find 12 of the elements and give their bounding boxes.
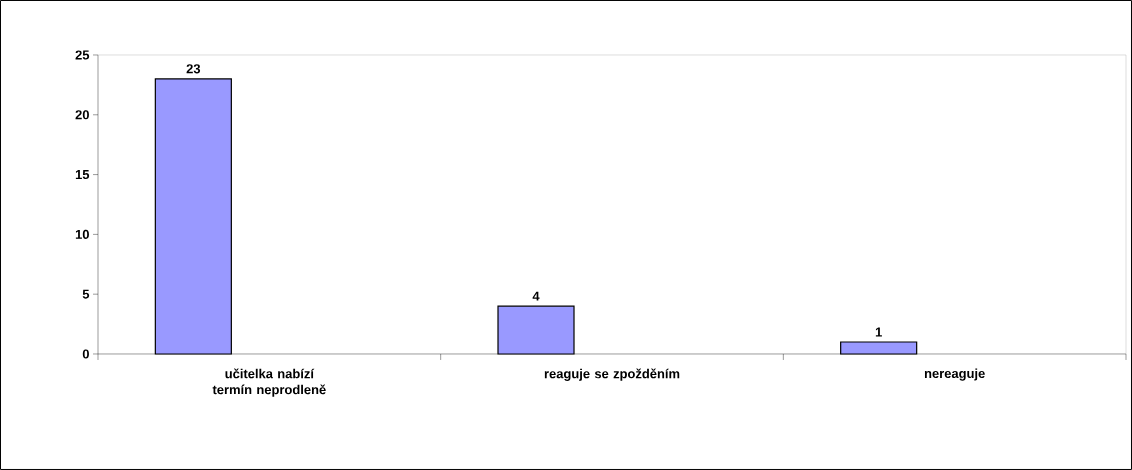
y-tick-label: 5 — [82, 289, 90, 299]
x-tick-label: učitelka nabízí termín neprodleně — [212, 368, 326, 397]
data-label: 4 — [532, 291, 540, 301]
y-tick-label: 20 — [75, 110, 89, 120]
data-label: 1 — [875, 327, 882, 337]
x-tick-label: nereaguje — [924, 368, 985, 381]
y-tick-label: 0 — [82, 349, 89, 359]
y-tick-label: 10 — [75, 229, 89, 239]
y-tick-label: 25 — [75, 50, 90, 60]
y-tick-label: 15 — [75, 170, 90, 180]
x-tick-label: reaguje se zpožděním — [544, 368, 680, 381]
data-label: 23 — [186, 64, 201, 74]
